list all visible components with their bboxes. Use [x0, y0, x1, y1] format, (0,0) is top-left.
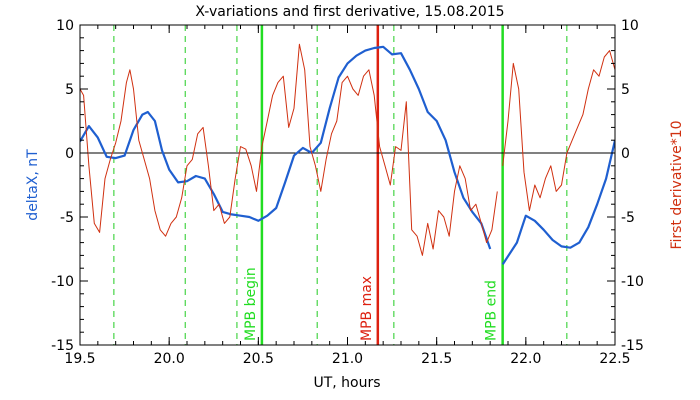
series-layer — [80, 43, 615, 266]
x-axis-label: UT, hours — [313, 375, 380, 391]
y-tick-label-right: 5 — [621, 82, 630, 98]
x-tick-label: 22.0 — [510, 351, 541, 367]
y-tick-label-left: -5 — [60, 210, 74, 226]
y-tick-label-left: 10 — [56, 18, 74, 34]
y-tick-label-right: -5 — [621, 210, 635, 226]
derivative-line — [502, 50, 615, 212]
chart-title: X-variations and first derivative, 15.08… — [195, 4, 504, 20]
deltaX-line — [501, 139, 615, 266]
x-tick-label: 19.5 — [64, 351, 95, 367]
y-axis-label-right: First derivative*10 — [669, 120, 685, 249]
x-tick-label: 20.5 — [243, 351, 274, 367]
marker-layer: MPB begin MPB max MPB end — [243, 25, 504, 345]
y-tick-label-left: -10 — [51, 274, 74, 290]
x-tick-label: 21.5 — [421, 351, 452, 367]
y-tick-label-right: -10 — [621, 274, 644, 290]
axis-layer: 19.5 20.0 20.5 21.0 21.5 22.0 22.5-15 -15-10 -10… — [51, 18, 644, 367]
x-tick-label: 22.5 — [599, 351, 630, 367]
marker-label: MPB end — [484, 280, 500, 341]
y-tick-label-left: 0 — [65, 146, 74, 162]
x-tick-label: 20.0 — [154, 351, 185, 367]
y-tick-label-right: 10 — [621, 18, 639, 34]
derivative-line — [80, 43, 498, 256]
marker-label: MPB begin — [243, 267, 259, 341]
x-tick-label: 21.0 — [332, 351, 363, 367]
marker-label: MPB max — [359, 276, 375, 341]
y-axis-label-left: deltaX, nT — [25, 149, 41, 221]
deltaX-line — [80, 45, 492, 250]
y-tick-label-right: -15 — [621, 338, 644, 354]
y-tick-label-left: 5 — [65, 82, 74, 98]
y-tick-label-right: 0 — [621, 146, 630, 162]
dashed-line-layer — [113, 25, 568, 345]
y-tick-label-left: -15 — [51, 338, 74, 354]
